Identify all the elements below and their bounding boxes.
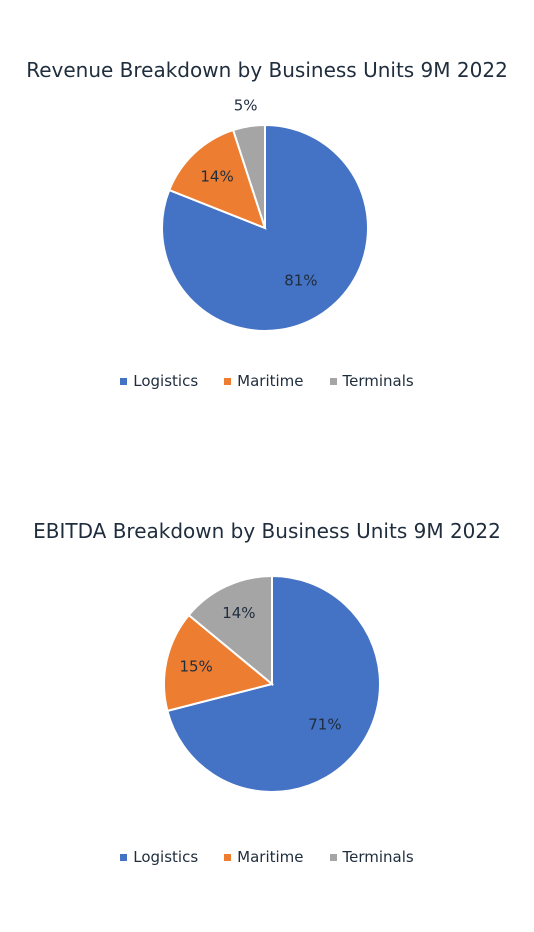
legend-item-maritime: Maritime xyxy=(224,372,304,390)
revenue-pie: 81% 14% 5% xyxy=(161,96,369,332)
legend-swatch-terminals xyxy=(329,853,337,861)
legend-swatch-terminals xyxy=(329,377,337,385)
legend-item-terminals: Terminals xyxy=(329,372,414,390)
legend-item-logistics: Logistics xyxy=(120,372,198,390)
legend-label: Terminals xyxy=(342,372,414,390)
data-label-maritime: 14% xyxy=(200,167,233,185)
data-label-logistics: 81% xyxy=(284,271,317,289)
legend-label: Logistics xyxy=(133,372,199,390)
legend-item-terminals: Terminals xyxy=(329,848,414,866)
data-label-terminals: 5% xyxy=(234,96,258,114)
legend-label: Terminals xyxy=(342,848,414,866)
data-label-terminals: 14% xyxy=(222,604,255,622)
legend-swatch-maritime xyxy=(224,853,232,861)
legend-swatch-logistics xyxy=(120,853,128,861)
ebitda-chart: EBITDA Breakdown by Business Units 9M 20… xyxy=(0,470,534,910)
revenue-chart: Revenue Breakdown by Business Units 9M 2… xyxy=(0,0,534,430)
legend-label: Maritime xyxy=(237,372,304,390)
data-label-logistics: 71% xyxy=(308,716,341,734)
legend-swatch-logistics xyxy=(120,377,128,385)
legend-label: Maritime xyxy=(237,848,304,866)
chart-title: Revenue Breakdown by Business Units 9M 2… xyxy=(26,58,508,82)
chart-title: EBITDA Breakdown by Business Units 9M 20… xyxy=(33,519,501,543)
legend-swatch-maritime xyxy=(224,377,232,385)
legend: Logistics Maritime Terminals xyxy=(0,848,534,866)
pie-slice-logistics xyxy=(166,574,381,793)
legend-item-maritime: Maritime xyxy=(224,848,304,866)
ebitda-pie: 71% 15% 14% xyxy=(163,574,381,793)
data-label-maritime: 15% xyxy=(179,658,212,676)
legend-label: Logistics xyxy=(133,848,199,866)
legend: Logistics Maritime Terminals xyxy=(0,372,534,390)
pie-slice-terminals xyxy=(187,574,273,687)
pie-slice-terminals xyxy=(231,123,266,229)
legend-item-logistics: Logistics xyxy=(120,848,198,866)
pie-slice-maritime xyxy=(163,613,275,713)
